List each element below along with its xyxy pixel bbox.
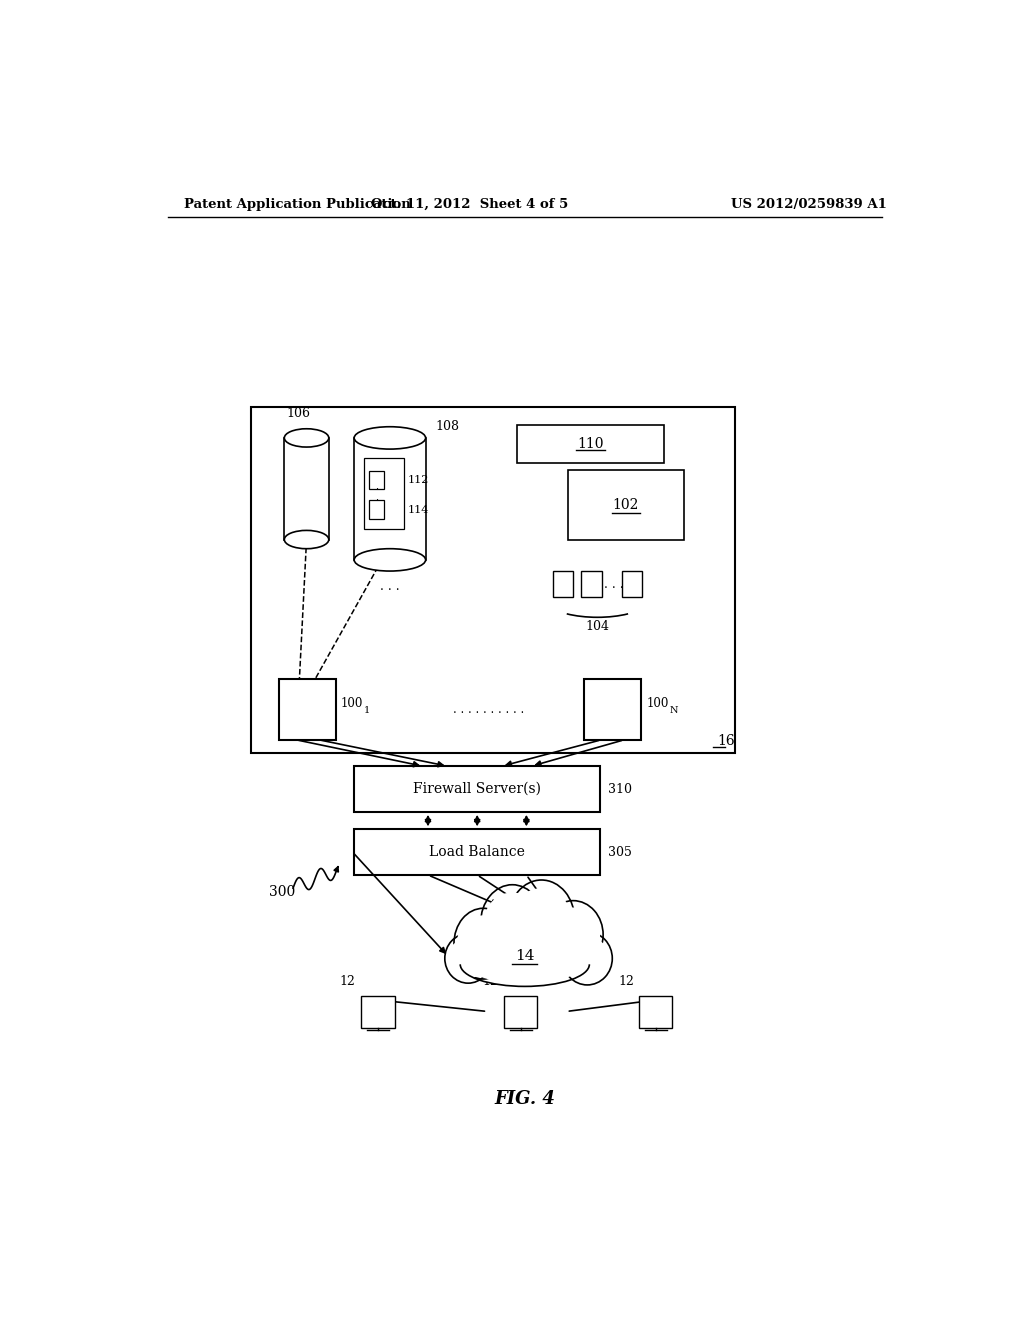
Ellipse shape: [480, 884, 544, 961]
Text: 305: 305: [608, 846, 632, 858]
FancyBboxPatch shape: [622, 572, 642, 598]
Ellipse shape: [457, 915, 509, 972]
FancyBboxPatch shape: [370, 500, 384, 519]
FancyBboxPatch shape: [639, 995, 673, 1028]
FancyBboxPatch shape: [354, 829, 600, 875]
Text: Oct. 11, 2012  Sheet 4 of 5: Oct. 11, 2012 Sheet 4 of 5: [371, 198, 568, 211]
FancyBboxPatch shape: [517, 425, 664, 463]
Text: Patent Application Publication: Patent Application Publication: [183, 198, 411, 211]
Text: 14: 14: [515, 949, 535, 964]
Text: 108: 108: [436, 420, 460, 433]
Ellipse shape: [543, 900, 603, 969]
Text: 100: 100: [341, 697, 364, 710]
FancyBboxPatch shape: [370, 470, 384, 488]
Text: ·
·: · ·: [375, 484, 378, 504]
Ellipse shape: [511, 888, 571, 952]
Ellipse shape: [454, 908, 512, 979]
Ellipse shape: [354, 549, 426, 572]
Ellipse shape: [546, 907, 600, 962]
Text: 12: 12: [340, 974, 355, 987]
Text: 112: 112: [408, 475, 429, 484]
Text: . . .: . . .: [380, 581, 399, 593]
Text: FIG. 4: FIG. 4: [495, 1089, 555, 1107]
FancyBboxPatch shape: [504, 995, 538, 1028]
Text: . . . . . . . . . .: . . . . . . . . . .: [454, 702, 524, 715]
Ellipse shape: [285, 531, 329, 549]
Ellipse shape: [460, 942, 590, 986]
Ellipse shape: [562, 932, 612, 985]
FancyBboxPatch shape: [354, 766, 600, 812]
Ellipse shape: [447, 939, 489, 978]
Text: US 2012/0259839 A1: US 2012/0259839 A1: [731, 198, 887, 211]
FancyBboxPatch shape: [568, 470, 684, 540]
Ellipse shape: [467, 945, 583, 983]
Text: . . .: . . .: [604, 578, 624, 591]
FancyBboxPatch shape: [585, 678, 641, 739]
FancyBboxPatch shape: [354, 438, 426, 560]
Ellipse shape: [285, 429, 329, 447]
Text: Load Balance: Load Balance: [429, 845, 525, 859]
Ellipse shape: [483, 892, 541, 953]
Ellipse shape: [354, 426, 426, 449]
Text: 310: 310: [608, 783, 632, 796]
FancyBboxPatch shape: [285, 438, 329, 540]
Text: 114: 114: [408, 504, 429, 515]
Text: 110: 110: [577, 437, 603, 451]
Text: 300: 300: [269, 886, 296, 899]
Text: 16: 16: [718, 734, 735, 748]
Text: N: N: [670, 706, 678, 715]
Text: 1: 1: [364, 706, 370, 715]
Text: 102: 102: [612, 498, 639, 512]
FancyBboxPatch shape: [553, 572, 573, 598]
FancyBboxPatch shape: [251, 408, 735, 752]
Text: 106: 106: [287, 407, 310, 420]
Text: 104: 104: [586, 620, 609, 632]
Ellipse shape: [444, 933, 492, 983]
Ellipse shape: [565, 937, 610, 979]
Text: 12: 12: [618, 974, 634, 987]
Text: 100: 100: [646, 697, 669, 710]
Ellipse shape: [508, 880, 574, 960]
FancyBboxPatch shape: [361, 995, 394, 1028]
FancyBboxPatch shape: [365, 458, 404, 529]
FancyBboxPatch shape: [279, 678, 336, 739]
FancyBboxPatch shape: [582, 572, 602, 598]
Text: 12: 12: [482, 974, 499, 987]
Text: Firewall Server(s): Firewall Server(s): [413, 781, 541, 796]
